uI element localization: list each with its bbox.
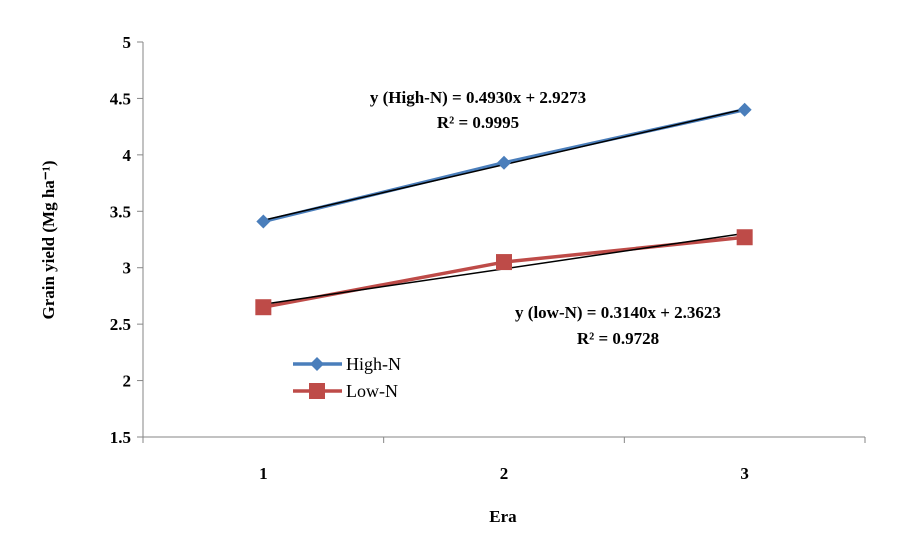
y-tick-label: 3 xyxy=(123,259,132,278)
x-tick-label: 1 xyxy=(259,464,268,483)
low-n-legend-label: Low-N xyxy=(346,381,398,401)
x-tick-label: 3 xyxy=(740,464,749,483)
low-n-data-point xyxy=(255,299,272,316)
x-tick-label: 2 xyxy=(500,464,509,483)
low-n-equation: y (low-N) = 0.3140x + 2.3623 xyxy=(515,303,721,322)
y-tick-label: 1.5 xyxy=(110,428,131,447)
high-n-legend-label: High-N xyxy=(346,354,401,374)
high-n-data-point xyxy=(256,214,271,229)
y-tick-label: 3.5 xyxy=(110,202,131,221)
low-n-r2: R² = 0.9728 xyxy=(577,329,659,348)
high-n-equation: y (High-N) = 0.4930x + 2.9273 xyxy=(370,88,586,107)
high-n-data-point xyxy=(737,102,752,117)
y-tick-label: 4.5 xyxy=(110,89,131,108)
y-tick-label: 2 xyxy=(123,372,132,391)
low-n-data-point xyxy=(496,254,512,271)
y-tick-label: 2.5 xyxy=(110,315,131,334)
high-n-r2: R² = 0.9995 xyxy=(437,113,519,132)
low-n-legend-marker xyxy=(309,383,325,399)
y-tick-label: 5 xyxy=(123,33,132,52)
x-axis-label: Era xyxy=(489,507,517,526)
y-tick-label: 4 xyxy=(123,146,132,165)
low-n-data-point xyxy=(736,229,753,246)
low-n-series-line xyxy=(263,235,745,309)
high-n-data-point xyxy=(497,155,511,170)
high-n-legend-marker xyxy=(310,357,324,371)
y-axis-label: Grain yield (Mg ha⁻¹) xyxy=(39,160,58,319)
